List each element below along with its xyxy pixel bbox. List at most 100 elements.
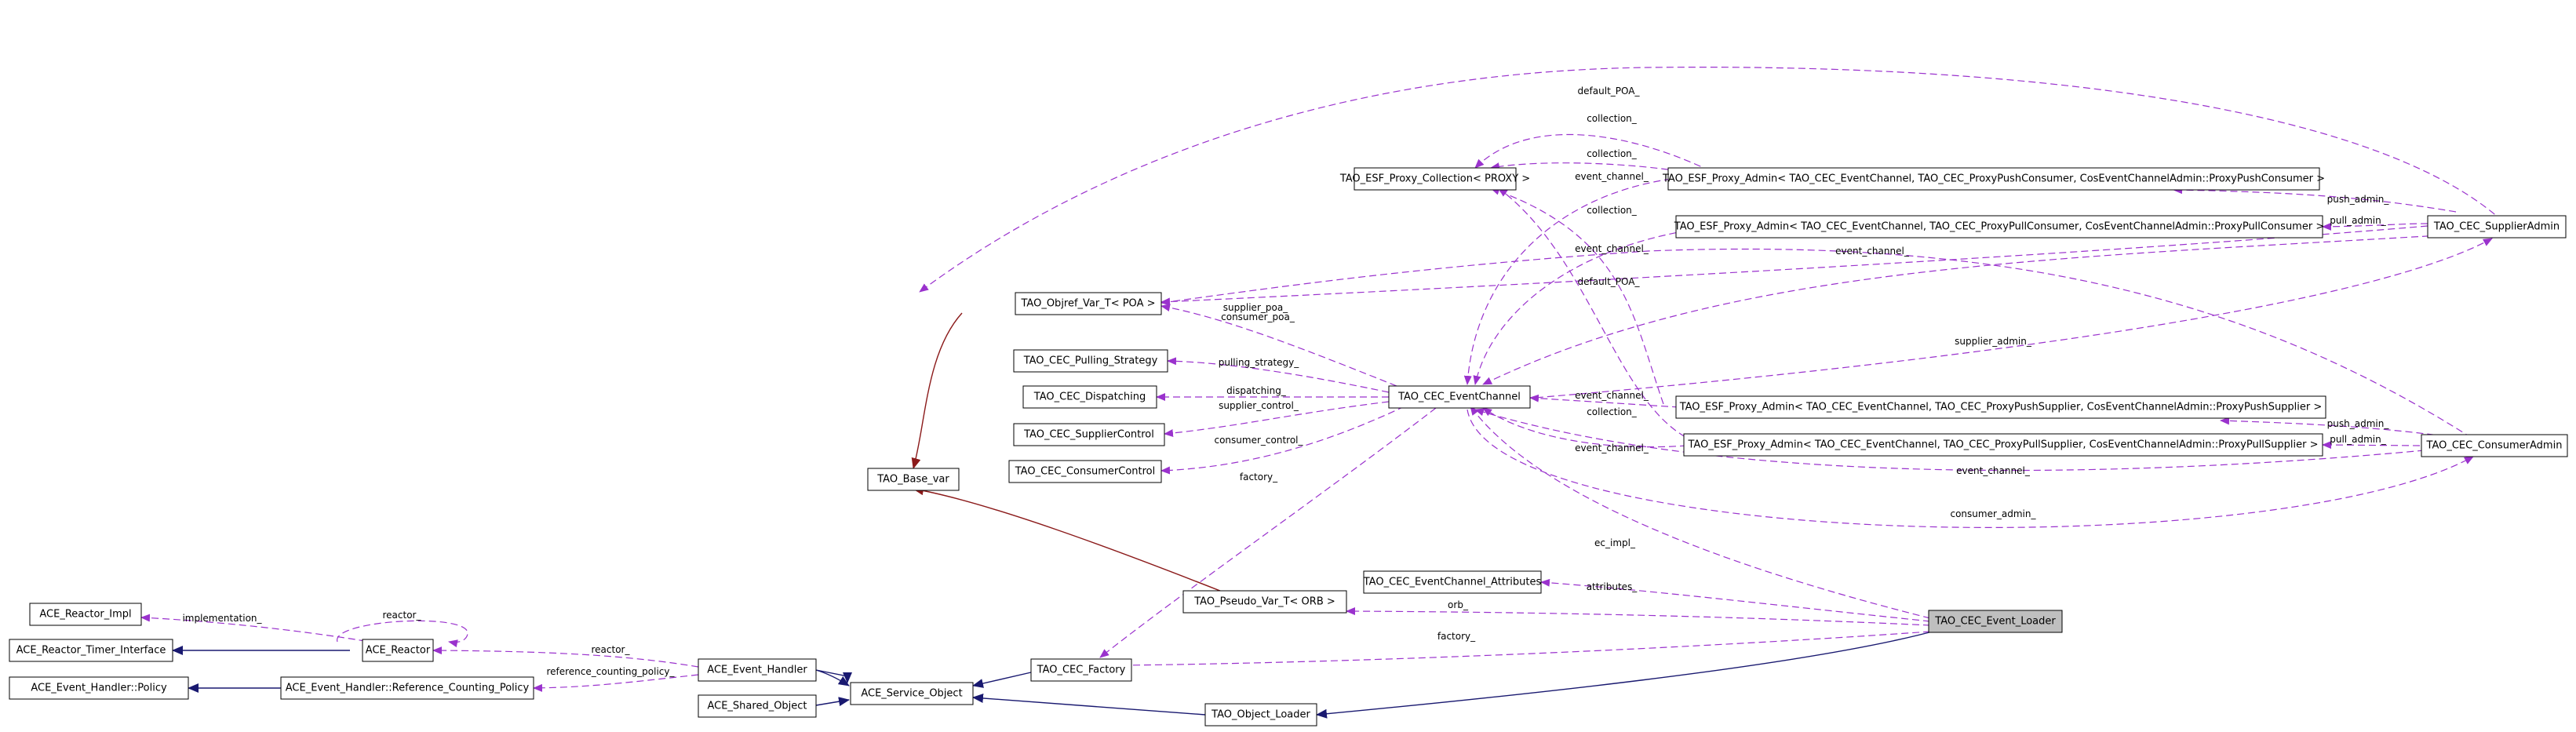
svg-text:TAO_CEC_EventChannel: TAO_CEC_EventChannel xyxy=(1397,391,1521,403)
svg-text:ACE_Event_Handler::Policy: ACE_Event_Handler::Policy xyxy=(31,683,167,694)
svg-text:TAO_Objref_Var_T< POA >: TAO_Objref_Var_T< POA > xyxy=(1021,298,1156,310)
node-ace-event-handler[interactable]: ACE_Event_Handler xyxy=(698,658,817,682)
label-pull-admin-s: pull_admin_ xyxy=(2330,215,2386,226)
edge-event-channel-5 xyxy=(1482,407,1688,448)
node-proxy-admin-push-consumer[interactable]: TAO_ESF_Proxy_Admin< TAO_CEC_EventChanne… xyxy=(1662,167,2325,191)
node-tao-cec-supplier-admin[interactable]: TAO_CEC_SupplierAdmin xyxy=(2427,215,2567,239)
edge-consumer-admin-poa xyxy=(1160,248,2472,439)
edge-reactor xyxy=(432,646,699,668)
svg-text:TAO_ESF_Proxy_Admin< TAO_CEC_E: TAO_ESF_Proxy_Admin< TAO_CEC_EventChanne… xyxy=(1679,402,2323,413)
svg-text:TAO_ESF_Proxy_Admin< TAO_CEC_E: TAO_ESF_Proxy_Admin< TAO_CEC_EventChanne… xyxy=(1662,173,2325,185)
edge-event-channel-4 xyxy=(1529,394,1680,408)
node-tao-esf-proxy-collection[interactable]: TAO_ESF_Proxy_Collection< PROXY > xyxy=(1339,167,1530,191)
edge-reactor-self xyxy=(337,620,468,648)
label-collection-3: collection_ xyxy=(1587,205,1638,216)
edge-attributes xyxy=(1540,578,1931,622)
edge-event-channel-2 xyxy=(1473,230,1688,385)
node-tao-objref-var-poa[interactable]: TAO_Objref_Var_T< POA > xyxy=(1015,292,1162,315)
node-ace-event-handler-policy[interactable]: ACE_Event_Handler::Policy xyxy=(9,676,189,700)
edge-ec-impl xyxy=(1470,406,1931,619)
edge-event-channel-6 xyxy=(1474,408,2425,472)
edge-pulling-strategy xyxy=(1167,357,1390,393)
label-dispatching: dispatching_ xyxy=(1226,385,1287,396)
edge-poa-ec xyxy=(1160,304,1397,387)
edge-event-loader-to-object-loader xyxy=(1316,629,1939,719)
svg-text:TAO_ESF_Proxy_Admin< TAO_CEC_E: TAO_ESF_Proxy_Admin< TAO_CEC_EventChanne… xyxy=(1674,221,2324,233)
node-ace-reactor-impl[interactable]: ACE_Reactor_Impl xyxy=(29,603,142,626)
edge-default-poa xyxy=(1160,225,2428,306)
edge-event-channel-1 xyxy=(1463,178,1672,385)
edge-collection-1 xyxy=(1474,133,1711,172)
node-tao-cec-dispatching[interactable]: TAO_CEC_Dispatching xyxy=(1022,385,1157,409)
svg-text:TAO_CEC_Event_Loader: TAO_CEC_Event_Loader xyxy=(1934,616,2056,628)
label-consumer-admin: consumer_admin_ xyxy=(1950,508,2036,519)
edges xyxy=(140,67,2512,719)
label-event-channel-5: event_channel_ xyxy=(1575,442,1649,453)
svg-text:ACE_Shared_Object: ACE_Shared_Object xyxy=(707,701,807,712)
edge-collection-3 xyxy=(1490,187,1664,405)
edge-shared-object-to-service-object xyxy=(815,697,850,707)
svg-text:TAO_Base_var: TAO_Base_var xyxy=(876,474,949,486)
label-push-admin-s: push_admin_ xyxy=(2327,194,2390,205)
label-pull-admin-c: pull_admin_ xyxy=(2330,434,2386,445)
edge-collection-4 xyxy=(1498,188,1696,442)
label-attributes: attributes_ xyxy=(1587,581,1638,592)
node-tao-cec-event-loader[interactable]: TAO_CEC_Event_Loader xyxy=(1928,610,2063,633)
node-tao-cec-consumer-control[interactable]: TAO_CEC_ConsumerControl xyxy=(1008,460,1162,483)
label-reactor-self: reactor_ xyxy=(383,610,422,621)
svg-text:ACE_Service_Object: ACE_Service_Object xyxy=(861,688,962,700)
label-event-channel-1: event_channel_ xyxy=(1575,171,1649,182)
label-factory: factory_ xyxy=(1240,472,1278,483)
node-ace-reactor-timer-interface[interactable]: ACE_Reactor_Timer_Interface xyxy=(9,639,173,662)
edge-supplier-control xyxy=(1164,401,1390,437)
svg-text:ACE_Reactor: ACE_Reactor xyxy=(366,645,431,657)
svg-text:ACE_Event_Handler: ACE_Event_Handler xyxy=(707,665,807,676)
node-tao-cec-factory[interactable]: TAO_CEC_Factory xyxy=(1030,658,1132,682)
node-tao-pseudo-var-orb[interactable]: TAO_Pseudo_Var_T< ORB > xyxy=(1182,590,1347,614)
edge-consumer-admin xyxy=(1467,409,2474,528)
edge-implementation xyxy=(140,614,388,646)
node-proxy-admin-push-supplier[interactable]: TAO_ESF_Proxy_Admin< TAO_CEC_EventChanne… xyxy=(1675,395,2326,419)
label-collection-1: collection_ xyxy=(1587,113,1638,124)
node-tao-cec-event-channel-attributes[interactable]: TAO_CEC_EventChannel_Attributes xyxy=(1363,570,1542,594)
label-default-poa-top: default_POA_ xyxy=(1578,86,1641,97)
svg-text:ACE_Reactor_Impl: ACE_Reactor_Impl xyxy=(39,609,131,621)
node-tao-cec-pulling-strategy[interactable]: TAO_CEC_Pulling_Strategy xyxy=(1013,349,1168,373)
node-proxy-admin-pull-supplier[interactable]: TAO_ESF_Proxy_Admin< TAO_CEC_EventChanne… xyxy=(1683,433,2323,457)
edge-consumer-control xyxy=(1160,406,1405,475)
node-ace-reactor[interactable]: ACE_Reactor xyxy=(362,639,434,662)
edge-collection-2 xyxy=(1490,162,1680,172)
edge-factory-to-service-object xyxy=(972,672,1032,688)
label-pulling-strategy: pulling_strategy_ xyxy=(1219,357,1299,368)
svg-text:TAO_Object_Loader: TAO_Object_Loader xyxy=(1211,709,1310,721)
edge-factory-loader xyxy=(1120,631,1931,669)
label-event-channel-6: event_channel_ xyxy=(1956,465,2031,476)
edge-pull-admin-s xyxy=(2322,222,2428,231)
svg-text:ACE_Reactor_Timer_Interface: ACE_Reactor_Timer_Interface xyxy=(16,645,166,657)
label-reactor: reactor_ xyxy=(592,644,631,655)
svg-text:ACE_Event_Handler::Reference_C: ACE_Event_Handler::Reference_Counting_Po… xyxy=(286,683,530,694)
node-tao-cec-consumer-admin[interactable]: TAO_CEC_ConsumerAdmin xyxy=(2421,434,2568,457)
node-ace-shared-object[interactable]: ACE_Shared_Object xyxy=(698,694,817,718)
node-tao-cec-supplier-control[interactable]: TAO_CEC_SupplierControl xyxy=(1013,423,1165,446)
node-ace-service-object[interactable]: ACE_Service_Object xyxy=(850,682,974,705)
edge-pseudo-to-base-var xyxy=(913,486,1225,593)
edge-event-channel-3 xyxy=(1482,235,2441,385)
label-consumer-control: consumer_control_ xyxy=(1214,435,1303,446)
svg-text:TAO_Pseudo_Var_T< ORB >: TAO_Pseudo_Var_T< ORB > xyxy=(1193,596,1335,608)
label-implementation: implementation_ xyxy=(182,613,262,624)
label-supplier-admin: supplier_admin_ xyxy=(1955,336,2032,347)
node-tao-object-loader[interactable]: TAO_Object_Loader xyxy=(1204,703,1317,727)
svg-text:TAO_CEC_EventChannel_Attribute: TAO_CEC_EventChannel_Attributes xyxy=(1363,577,1542,588)
svg-text:TAO_CEC_SupplierControl: TAO_CEC_SupplierControl xyxy=(1023,429,1154,441)
edge-objref-to-base-var xyxy=(911,312,963,469)
node-tao-cec-event-channel[interactable]: TAO_CEC_EventChannel xyxy=(1388,385,1531,409)
edge-push-admin-c xyxy=(2220,417,2457,439)
edge-object-loader-to-service-object xyxy=(972,693,1206,716)
node-proxy-admin-pull-consumer[interactable]: TAO_ESF_Proxy_Admin< TAO_CEC_EventChanne… xyxy=(1674,215,2324,239)
node-tao-base-var[interactable]: TAO_Base_var xyxy=(867,468,960,491)
edge-event-handler-inherit xyxy=(815,669,850,686)
node-ace-event-handler-rcp[interactable]: ACE_Event_Handler::Reference_Counting_Po… xyxy=(280,676,534,700)
svg-text:TAO_CEC_ConsumerControl: TAO_CEC_ConsumerControl xyxy=(1015,466,1155,478)
